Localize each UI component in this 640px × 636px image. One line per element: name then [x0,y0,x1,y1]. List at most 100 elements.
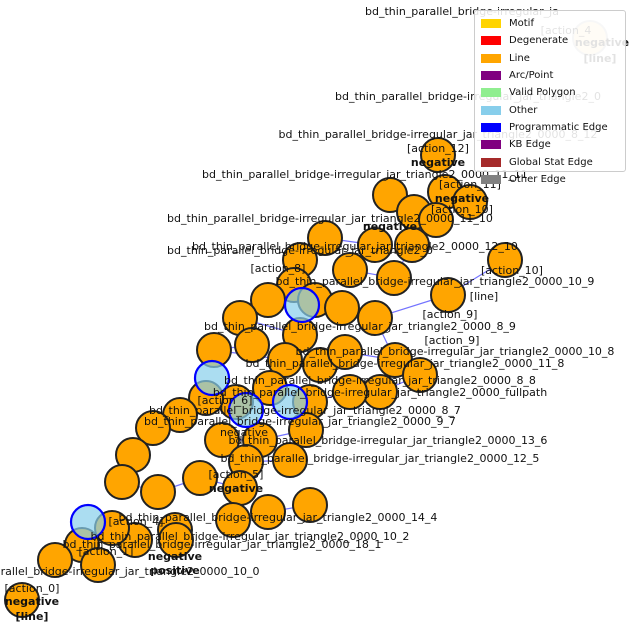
graph-node-other [193,359,231,397]
legend-item-other: Other [481,101,619,118]
graph-node [430,277,466,313]
graph-node [307,220,343,256]
graph-node [272,442,308,478]
graph-node [332,374,368,410]
graph-node [234,327,270,363]
legend-item-other-edge: Other Edge [481,171,619,188]
legend-label: Programmatic Edge [509,121,608,133]
node-label: bd_thin_parallel_bridge-irregular_jar_tr… [167,244,433,257]
legend-label: Global Stat Edge [509,156,593,168]
graph-node [452,184,488,220]
node-label: [action_6] [198,394,253,407]
graph-node [4,582,40,618]
node-label: [line] [470,290,498,303]
node-label: [action_5] [209,468,264,481]
node-label: bd_thin_parallel_bridge-irregular_jar_tr… [246,357,565,370]
node-label: [action_10] [481,264,543,277]
graph-node [267,342,303,378]
legend-label: KB Edge [509,139,551,151]
legend-item-line: Line [481,50,619,67]
graph-node [288,412,324,448]
graph-node [357,300,393,336]
node-label: negative [411,156,465,169]
legend-swatch [481,105,501,115]
legend: Motif Degenerate Line Arc/Point Valid Po… [474,10,626,185]
legend-swatch [481,88,501,98]
node-label: bd_thin_parallel_bridge-irregular_jar_tr… [229,434,548,447]
node-label: [action_8] [251,262,306,275]
graph-node [418,202,454,238]
legend-swatch [481,36,501,46]
legend-swatch [481,71,501,81]
node-label: [action_9] [425,334,480,347]
legend-item-degenerate: Degenerate [481,32,619,49]
node-label: negative [220,426,268,439]
graph-node [324,290,360,326]
legend-swatch [481,122,501,132]
graph-node [332,252,368,288]
legend-swatch [481,157,501,167]
graph-node [182,460,218,496]
legend-swatch [481,19,501,29]
graph-node [215,502,251,538]
node-label: bd_thin_parallel_bridge-irregular_jar_tr… [202,168,528,181]
graph-node [80,547,116,583]
graph-node [250,494,286,530]
node-label: negative [148,550,202,563]
graph-node [158,522,194,558]
graph-node-other [69,503,107,541]
node-label: bd_thin_parallel_bridge-irregular_jar_tr… [0,565,259,578]
node-label: positive [150,564,199,577]
graph-node [487,242,523,278]
node-label: negative [363,220,417,233]
legend-item-valid-polygon: Valid Polygon [481,84,619,101]
nodes-layer [4,20,608,618]
legend-swatch [481,174,501,184]
node-label: [action_9] [423,308,478,321]
graph-node-other [283,286,321,324]
graph-node [140,474,176,510]
node-label: bd_thin_parallel_bridge-irregular_jar_tr… [167,212,493,225]
legend-label: Other Edge [509,173,566,185]
node-label: [line] [16,610,49,623]
graph-node [204,422,240,458]
legend-label: Degenerate [509,35,569,47]
graph-node [327,334,363,370]
graph-node [37,542,73,578]
legend-label: Other [509,104,538,116]
graph-node [376,260,412,296]
legend-label: Line [509,52,530,64]
legend-item-kb-edge: KB Edge [481,136,619,153]
graph-node [420,137,456,173]
node-label: [action_12] [407,142,469,155]
node-label: bd_thin_parallel_bridge-irregular_jar_tr… [144,415,456,428]
legend-label: Motif [509,18,534,30]
node-label: [action_10] [431,203,493,216]
node-label: bd_thin_parallel_bridge-irregular_jar_tr… [91,530,410,543]
graph-node [357,227,393,263]
legend-label: Arc/Point [509,70,554,82]
graph-node [394,227,430,263]
node-label: bd_thin_parallel_bridge-irregular_jar_tr… [213,386,547,399]
legend-label: Valid Polygon [509,87,576,99]
graph-node-other [271,383,309,421]
node-label: bd_thin_parallel_bridge-irregular_jar_tr… [119,511,438,524]
node-label: bd_thin_parallel_bridge-irregular_jar_tr… [63,538,382,551]
legend-swatch [481,140,501,150]
graph-node [135,410,171,446]
legend-item-arc-point: Arc/Point [481,67,619,84]
node-label: [action_4] [109,515,164,528]
node-label: bd_thin_parallel_bridge-irregular_jar_tr… [224,374,536,387]
node-label: negative [435,192,489,205]
node-label: negative [209,482,263,495]
node-label: negative [5,595,59,608]
graph-node [292,487,328,523]
node-label: bd_thin_parallel_bridge-irregular_jar_tr… [221,452,540,465]
legend-item-programmatic-edge: Programmatic Edge [481,119,619,136]
node-label: [action_0] [5,582,60,595]
legend-item-global-stat-edge: Global Stat Edge [481,153,619,170]
graph-node-other [227,391,265,429]
node-label: bd_thin_parallel_bridge-irregular_jar_tr… [204,320,516,333]
legend-item-motif: Motif [481,15,619,32]
